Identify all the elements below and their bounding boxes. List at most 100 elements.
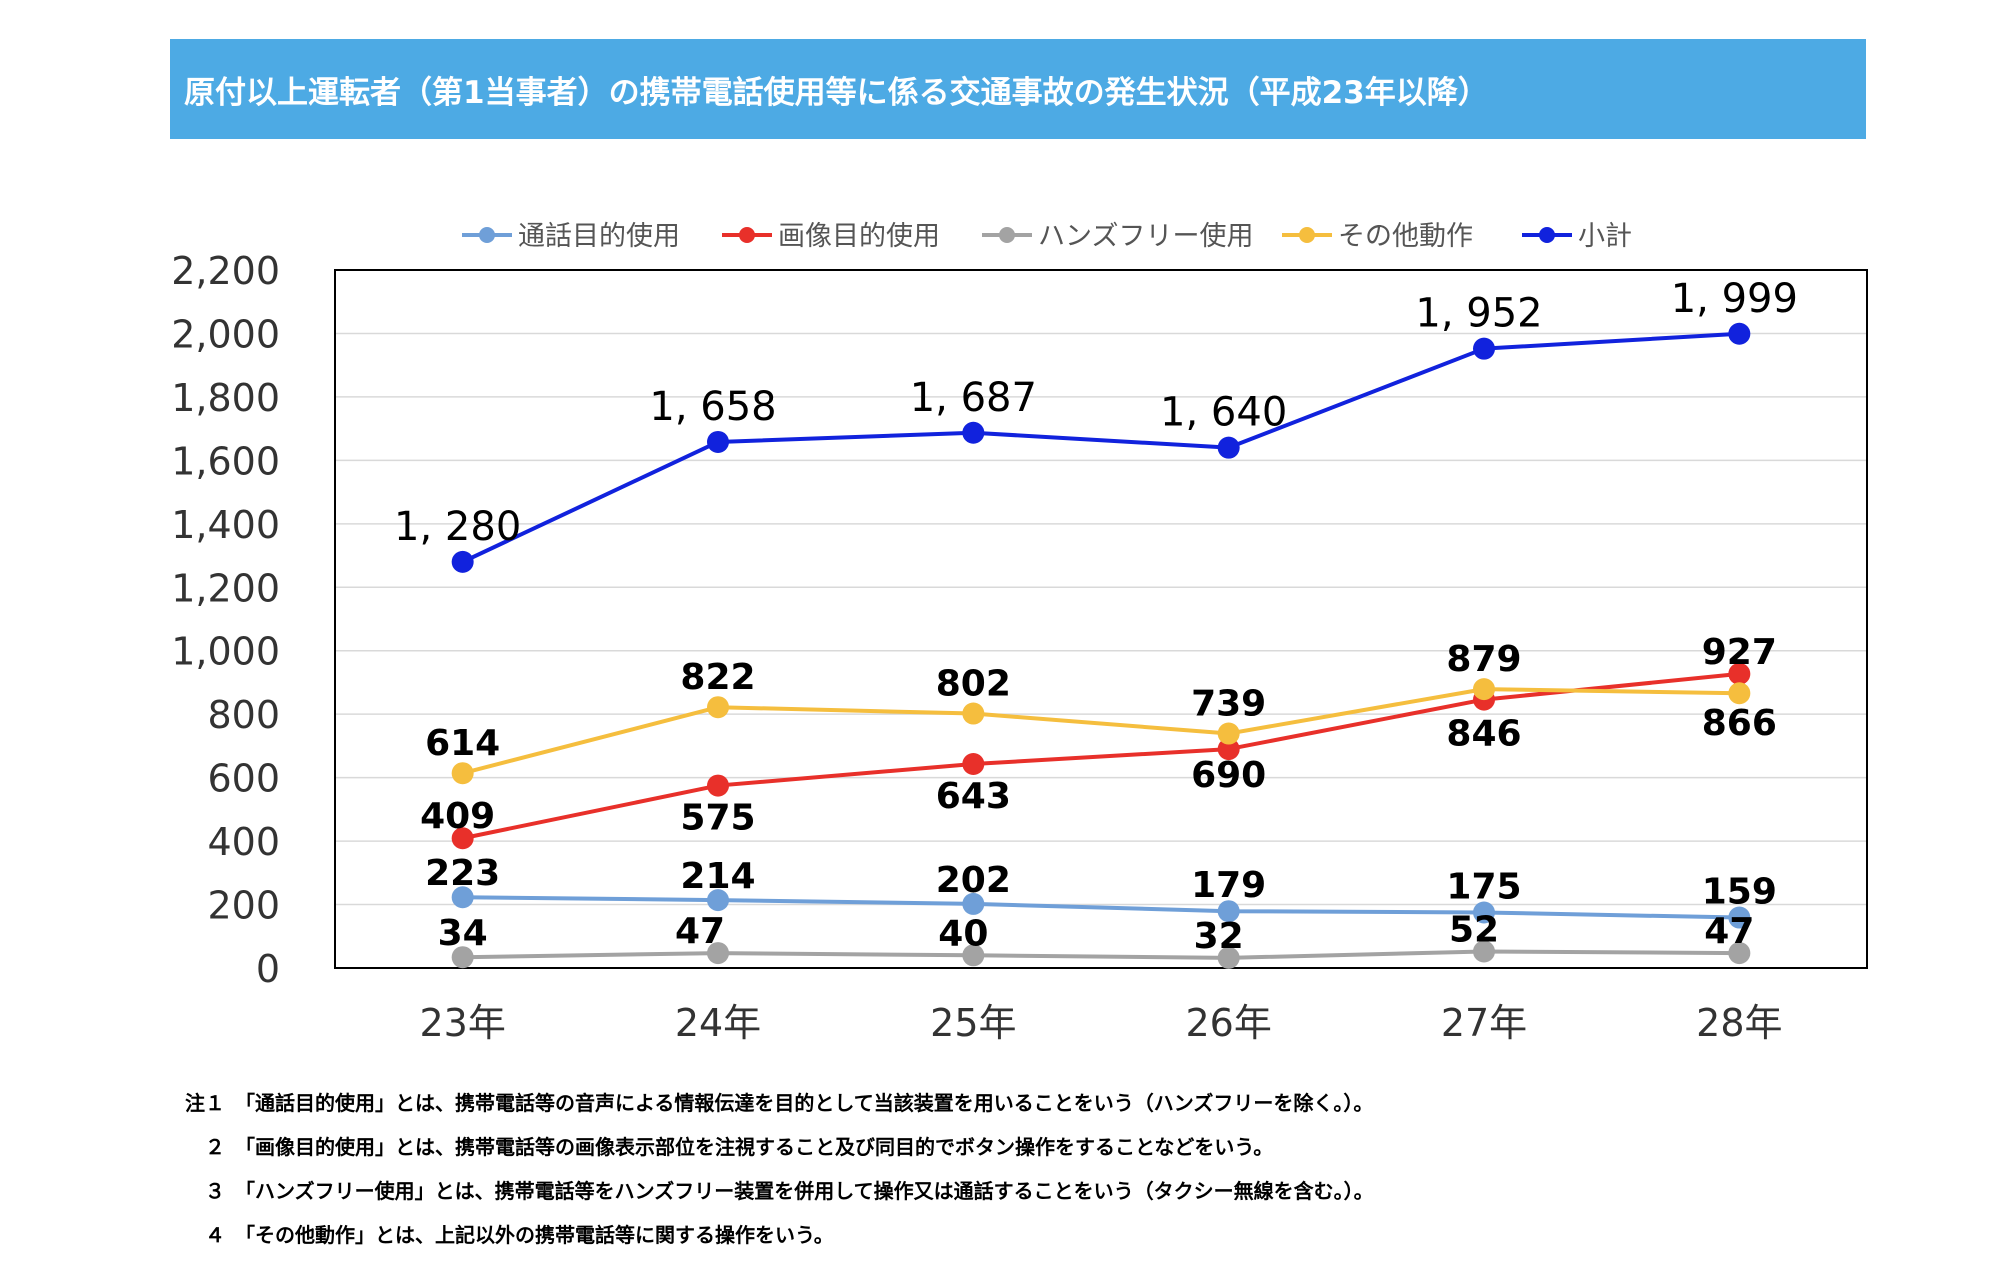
data-point (451, 946, 474, 969)
data-labels: 223 214 202 179 175 159 409 575 643 690 846 927 34 47… (394, 276, 1798, 957)
data-label: 40 (938, 913, 988, 954)
legend-marker (999, 227, 1015, 243)
legend-label: ハンズフリー使用 (1038, 221, 1253, 252)
data-label: 47 (1704, 911, 1754, 952)
x-tick-label: 25年 (930, 1001, 1016, 1045)
x-tick-label: 23年 (419, 1001, 505, 1045)
data-point (962, 752, 985, 775)
data-point (1217, 900, 1240, 923)
data-point (1473, 940, 1495, 963)
series-line (462, 949, 1740, 960)
data-label: 223 (425, 853, 500, 894)
data-point (1217, 722, 1240, 745)
legend-marker (739, 227, 755, 243)
data-label: 1, 658 (649, 384, 776, 430)
data-label: 409 (420, 796, 495, 837)
data-label: 175 (1446, 866, 1521, 907)
y-axis: 0 200 400 600 800 1,000 1,200 1,400 1,600 1,800 2,… (171, 249, 280, 991)
y-tick-label: 0 (256, 947, 280, 991)
data-point (707, 430, 729, 453)
data-point (707, 774, 729, 797)
y-tick-label: 2,000 (171, 312, 280, 356)
series-line (462, 687, 1740, 776)
data-point (707, 942, 729, 965)
x-axis: 23年 24年 25年 26年 27年 28年 (419, 1001, 1782, 1045)
y-tick-label: 400 (207, 820, 280, 864)
x-tick-label: 28年 (1696, 1001, 1782, 1045)
y-tick-label: 1,400 (171, 503, 280, 547)
data-label: 202 (936, 860, 1011, 901)
data-point (1217, 738, 1240, 761)
data-point (962, 421, 985, 444)
legend-marker (1539, 227, 1555, 243)
y-tick-label: 1,800 (171, 376, 280, 420)
data-point (1728, 682, 1751, 705)
data-label: 1, 280 (394, 504, 521, 550)
footnote-text: 「通話目的使用」とは、携帯電話等の音声による情報伝達を目的として当該装置を用いる… (235, 1091, 1374, 1115)
footnote: 注１ 「通話目的使用」とは、携帯電話等の音声による情報伝達を目的として当該装置を… (185, 1090, 1965, 1134)
footnote-text: 「その他動作」とは、上記以外の携帯電話等に関する操作をいう。 (235, 1223, 834, 1247)
data-label: 822 (680, 657, 755, 698)
gridlines (335, 332, 1867, 906)
data-label: 879 (1446, 639, 1521, 680)
y-tick-label: 800 (207, 693, 280, 737)
footnote-number: ４ (205, 1223, 225, 1247)
data-point (1728, 906, 1751, 929)
data-point (1217, 946, 1240, 969)
data-point (451, 762, 474, 785)
series-line (462, 671, 1740, 841)
y-tick-label: 1,000 (171, 630, 280, 674)
data-point (962, 892, 985, 915)
data-label: 614 (425, 723, 500, 764)
footnote-number: ２ (205, 1135, 225, 1159)
footnote-text: 「ハンズフリー使用」とは、携帯電話等をハンズフリー装置を併用して操作又は通話する… (235, 1179, 1374, 1203)
y-tick-label: 600 (207, 757, 280, 801)
data-point (451, 886, 474, 909)
data-label: 802 (936, 664, 1011, 705)
y-tick-label: 1,600 (171, 439, 280, 483)
data-point (1473, 337, 1495, 360)
series (451, 322, 1751, 969)
data-label: 214 (680, 856, 755, 897)
data-point (962, 944, 985, 967)
series-line (462, 895, 1740, 920)
data-label: 32 (1194, 916, 1244, 957)
legend-marker (479, 227, 495, 243)
footnote-number: ３ (205, 1179, 225, 1203)
x-tick-label: 24年 (675, 1001, 761, 1045)
data-point (1728, 942, 1751, 965)
footnote-text: 「画像目的使用」とは、携帯電話等の画像表示部位を注視すること及び同目的でボタン操… (235, 1135, 1274, 1159)
legend-label: 小計 (1578, 221, 1632, 252)
x-tick-label: 27年 (1441, 1001, 1527, 1045)
data-label: 846 (1446, 714, 1521, 755)
data-label: 927 (1702, 632, 1777, 673)
data-point (1217, 436, 1240, 459)
data-point (1728, 662, 1751, 685)
data-point (1728, 322, 1751, 345)
data-label: 1, 999 (1671, 276, 1798, 322)
data-label: 866 (1702, 703, 1777, 744)
data-label: 1, 952 (1415, 291, 1542, 337)
x-tick-label: 26年 (1185, 1001, 1271, 1045)
data-point (1473, 678, 1495, 701)
legend: 通話目的使用 画像目的使用 ハンズフリー使用 その他動作 小計 (462, 221, 1632, 252)
data-point (1473, 901, 1495, 924)
data-point (707, 696, 729, 719)
data-label: 575 (680, 798, 755, 839)
y-tick-label: 200 (207, 884, 280, 928)
footnote-number: 注１ (185, 1091, 225, 1115)
footnote: ２ 「画像目的使用」とは、携帯電話等の画像表示部位を注視すること及び同目的でボタ… (185, 1134, 1965, 1178)
y-tick-label: 1,200 (171, 566, 280, 610)
footnote: ３ 「ハンズフリー使用」とは、携帯電話等をハンズフリー装置を併用して操作又は通話… (185, 1178, 1965, 1222)
data-point (451, 550, 474, 573)
data-label: 159 (1702, 872, 1777, 913)
legend-label: 通話目的使用 (518, 221, 680, 252)
series-line (461, 331, 1740, 564)
data-label: 179 (1191, 865, 1266, 906)
data-label: 1, 687 (910, 375, 1037, 421)
data-point (451, 827, 474, 850)
legend-label: 画像目的使用 (778, 221, 940, 252)
legend-marker (1299, 227, 1315, 243)
page-title: 原付以上運転者（第1当事者）の携帯電話使用等に係る交通事故の発生状況（平成23年… (184, 74, 1489, 111)
